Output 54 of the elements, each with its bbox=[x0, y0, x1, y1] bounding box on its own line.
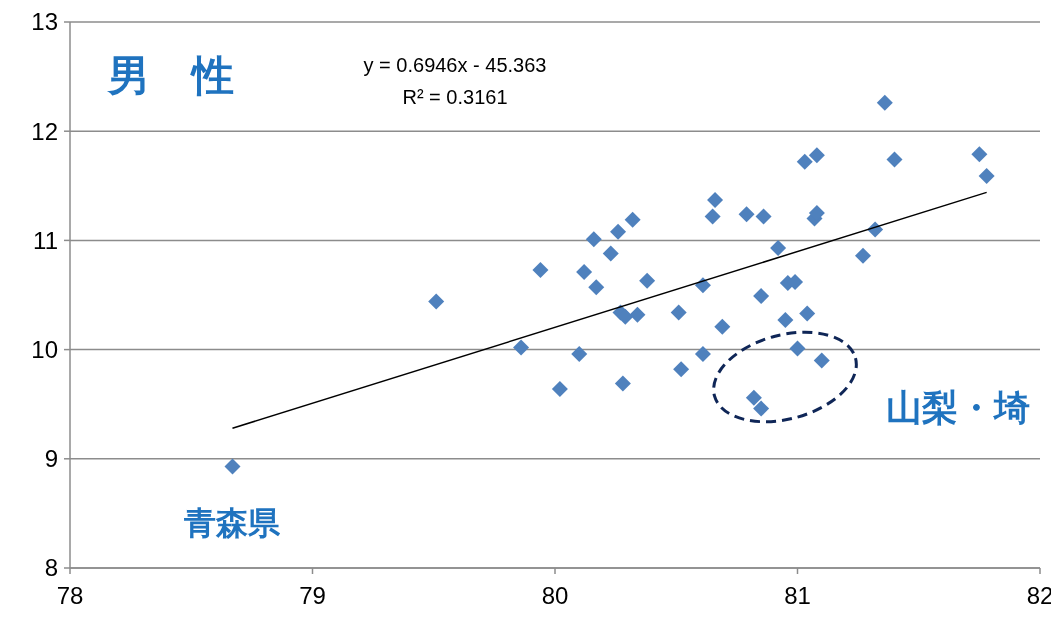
point bbox=[585, 231, 602, 248]
y-tick-label: 10 bbox=[31, 336, 58, 363]
point bbox=[639, 272, 656, 289]
point bbox=[714, 318, 731, 335]
y-tick-label: 8 bbox=[44, 554, 58, 582]
point bbox=[624, 211, 641, 228]
point bbox=[808, 147, 825, 164]
point bbox=[745, 389, 762, 406]
text: 男 性 bbox=[106, 52, 234, 99]
point bbox=[738, 206, 755, 223]
point bbox=[617, 308, 634, 325]
point bbox=[707, 192, 724, 208]
x-tick-label: 80 bbox=[541, 582, 569, 609]
point bbox=[876, 94, 893, 111]
point bbox=[971, 146, 988, 163]
point bbox=[224, 458, 241, 475]
point bbox=[571, 345, 588, 362]
annotation: R² = 0.3161 bbox=[402, 86, 508, 108]
annotation: 山梨・埼 bbox=[886, 387, 1030, 428]
y-tick-label: 9 bbox=[44, 445, 58, 473]
point bbox=[610, 223, 627, 240]
annotation: 青森県 bbox=[183, 505, 282, 542]
point bbox=[704, 208, 721, 225]
point bbox=[602, 245, 619, 262]
point bbox=[789, 340, 806, 357]
point bbox=[576, 264, 593, 281]
point bbox=[614, 375, 631, 392]
y-tick-label: 13 bbox=[31, 8, 58, 36]
point bbox=[670, 304, 687, 321]
point bbox=[755, 208, 772, 225]
point bbox=[777, 312, 794, 329]
point bbox=[629, 306, 646, 323]
point bbox=[753, 288, 770, 305]
point bbox=[694, 345, 711, 362]
point bbox=[978, 167, 995, 184]
x-tick-label: 79 bbox=[299, 582, 326, 609]
x-tick-label: 78 bbox=[56, 582, 84, 609]
y-tick-label: 12 bbox=[31, 117, 58, 145]
point bbox=[813, 352, 830, 369]
point bbox=[886, 151, 903, 168]
point bbox=[796, 153, 813, 170]
point bbox=[673, 361, 690, 378]
point bbox=[513, 339, 530, 356]
point bbox=[551, 380, 568, 397]
point bbox=[588, 279, 605, 296]
point bbox=[799, 305, 816, 322]
point bbox=[428, 293, 445, 310]
point bbox=[770, 240, 787, 257]
point bbox=[753, 400, 770, 417]
point bbox=[854, 247, 871, 264]
x-tick-label: 81 bbox=[784, 582, 811, 609]
point bbox=[532, 261, 549, 278]
y-tick-label: 11 bbox=[33, 226, 58, 254]
annotation: y = 0.6946x - 45.363 bbox=[363, 54, 547, 76]
